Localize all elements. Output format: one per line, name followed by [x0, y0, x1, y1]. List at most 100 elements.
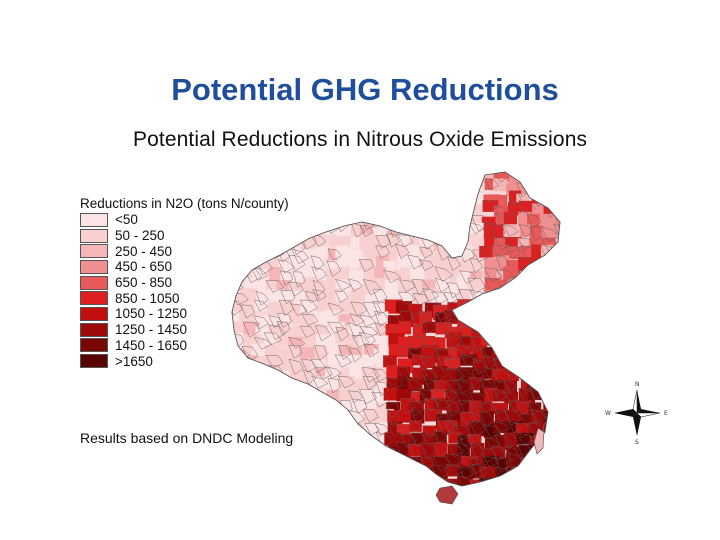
county-boundary: [350, 301, 368, 317]
county-boundary: [553, 376, 560, 392]
county-cell: [232, 475, 243, 486]
county-cell: [231, 500, 243, 515]
county-boundary: [385, 478, 400, 486]
legend-swatch: [80, 244, 108, 259]
county-cell: [413, 502, 430, 514]
county-boundary: [251, 268, 268, 281]
county-boundary: [507, 497, 522, 511]
county-boundary: [551, 368, 560, 381]
county-boundary: [244, 458, 263, 475]
county-boundary: [266, 414, 285, 428]
county-cell: [375, 465, 389, 481]
county-boundary: [517, 465, 536, 479]
county-cell: [385, 479, 399, 486]
county-boundary: [447, 431, 464, 444]
county-boundary: [323, 424, 343, 438]
county-boundary: [315, 478, 334, 486]
county-cell: [264, 465, 280, 481]
county-boundary: [493, 205, 512, 220]
county-cell: [503, 224, 519, 237]
county-boundary: [290, 303, 308, 317]
county-boundary: [550, 246, 560, 259]
county-cell: [468, 400, 482, 415]
county-cell: [543, 347, 557, 361]
county-boundary: [291, 421, 306, 434]
county-cell: [290, 498, 302, 513]
county-cell: [556, 387, 560, 401]
county-boundary: [232, 433, 247, 447]
county-boundary: [539, 464, 555, 479]
county-boundary: [397, 234, 414, 248]
county-boundary: [241, 172, 259, 184]
county-cell: [544, 456, 557, 471]
county-boundary: [424, 202, 444, 219]
county-boundary: [508, 420, 522, 434]
county-boundary: [375, 180, 389, 197]
county-cell: [301, 314, 318, 326]
county-cell: [472, 487, 485, 500]
county-boundary: [422, 425, 437, 438]
county-boundary: [300, 358, 318, 373]
county-cell: [433, 172, 447, 184]
county-cell: [398, 321, 412, 335]
county-boundary: [232, 441, 245, 456]
county-boundary: [412, 509, 427, 515]
county-cell: [424, 270, 439, 283]
county-cell: [254, 299, 268, 312]
compass-e: E: [664, 410, 668, 417]
county-cell: [268, 456, 284, 469]
county-cell: [312, 511, 329, 515]
county-boundary: [347, 192, 363, 209]
county-cell: [232, 411, 246, 425]
county-cell: [551, 257, 560, 270]
county-cell: [518, 302, 534, 319]
county-cell: [552, 191, 560, 206]
county-cell: [519, 270, 533, 286]
county-cell: [424, 202, 443, 219]
legend-label: 650 - 850: [115, 275, 173, 291]
county-boundary: [386, 377, 404, 390]
county-boundary: [555, 498, 569, 514]
county-boundary: [472, 501, 486, 515]
county-cell: [413, 492, 428, 503]
county-cell: [311, 409, 325, 423]
county-cell: [518, 280, 535, 294]
county-cell: [419, 181, 432, 194]
county-cell: [254, 191, 271, 203]
county-boundary: [244, 370, 261, 383]
county-boundary: [400, 433, 417, 449]
county-cell: [277, 453, 295, 466]
county-boundary: [386, 410, 401, 427]
county-boundary: [291, 488, 305, 503]
county-cell: [364, 247, 382, 259]
county-cell: [567, 269, 570, 283]
county-boundary: [454, 202, 471, 216]
county-cell: [528, 337, 544, 352]
county-boundary: [530, 266, 547, 282]
county-cell: [327, 216, 345, 228]
county-cell: [276, 172, 295, 182]
county-boundary: [291, 248, 310, 265]
county-boundary: [496, 269, 515, 282]
county-boundary: [434, 441, 448, 458]
county-cell: [268, 266, 282, 282]
county-cell: [360, 456, 378, 470]
legend-item: 50 - 250: [80, 228, 289, 244]
county-boundary: [240, 304, 255, 319]
county-cell: [456, 325, 473, 337]
county-cell: [338, 180, 353, 194]
county-cell: [507, 497, 522, 511]
county-cell: [232, 433, 247, 446]
county-cell: [568, 181, 570, 196]
county-boundary: [398, 480, 415, 486]
data-source-note: Results based on DNDC Modeling: [80, 430, 294, 446]
county-boundary: [469, 257, 484, 274]
county-boundary: [358, 331, 376, 348]
county-boundary: [311, 266, 327, 282]
county-boundary: [276, 320, 291, 336]
county-cell: [241, 172, 259, 183]
county-cell: [254, 376, 272, 391]
county-boundary: [479, 379, 494, 394]
county-cell: [419, 246, 433, 259]
county-boundary: [564, 455, 570, 471]
